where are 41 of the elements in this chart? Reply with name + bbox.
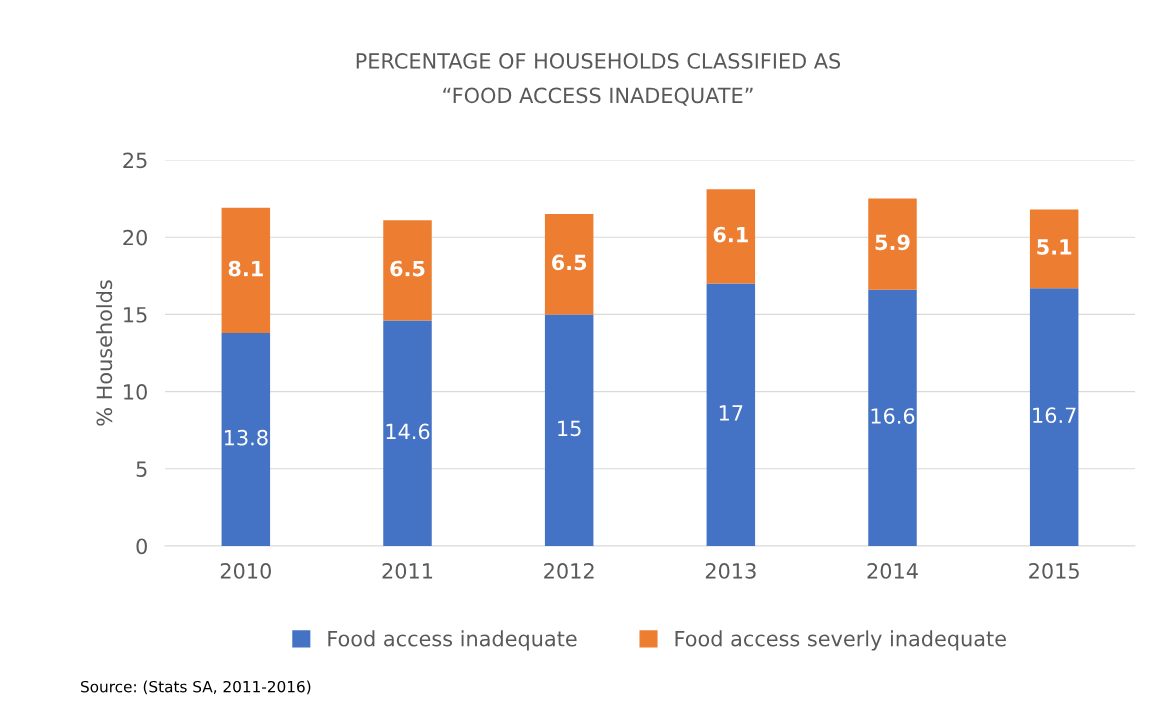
data-label: 5.9 bbox=[875, 234, 910, 251]
y-tick-label: 15 bbox=[124, 307, 147, 323]
bar bbox=[706, 283, 756, 546]
data-label: 14.6 bbox=[386, 423, 430, 440]
x-tick-label: 2010 bbox=[220, 563, 271, 579]
bar bbox=[544, 314, 594, 546]
bar bbox=[1029, 209, 1079, 289]
legend-label: Food access inadequate bbox=[328, 630, 577, 651]
x-tick-label: 2015 bbox=[1029, 563, 1079, 579]
bar bbox=[221, 332, 271, 546]
data-label: 15 bbox=[558, 420, 581, 437]
y-tick-label: 0 bbox=[136, 538, 147, 555]
bar bbox=[868, 289, 917, 546]
data-label: 6.5 bbox=[552, 254, 587, 271]
data-label: 8.1 bbox=[228, 260, 263, 277]
x-tick-label: 2011 bbox=[382, 563, 433, 579]
bar bbox=[868, 198, 917, 290]
data-label: 16.7 bbox=[1033, 407, 1076, 424]
bar bbox=[383, 320, 432, 546]
y-tick-label: 20 bbox=[123, 229, 147, 246]
data-label: 6.1 bbox=[713, 226, 748, 243]
data-label: 6.5 bbox=[390, 260, 425, 277]
x-tick-label: 2014 bbox=[867, 563, 918, 579]
source-note: Source: (Stats SA, 2011-2016) bbox=[81, 680, 311, 695]
bar bbox=[1029, 288, 1079, 546]
y-tick-label: 25 bbox=[123, 152, 147, 169]
data-label: 13.8 bbox=[224, 429, 268, 446]
bar bbox=[544, 214, 594, 315]
x-tick-label: 2013 bbox=[705, 563, 756, 579]
data-label: 5.1 bbox=[1037, 239, 1072, 255]
y-axis-title: % Households bbox=[96, 280, 113, 426]
legend-label: Food access severly inadequate bbox=[675, 630, 1006, 651]
bar bbox=[221, 207, 271, 333]
y-tick-label: 5 bbox=[136, 461, 147, 478]
x-tick-label: 2012 bbox=[544, 563, 594, 579]
bar bbox=[383, 220, 432, 321]
data-label: 17 bbox=[719, 405, 743, 421]
bar bbox=[706, 189, 756, 284]
y-tick-label: 10 bbox=[124, 384, 147, 400]
data-label: 16.6 bbox=[871, 408, 915, 424]
chart-title: PERCENTAGE OF HOUSEHOLDS CLASSIFIED AS “FOOD ACCESS INADEQUATE” bbox=[356, 53, 841, 106]
